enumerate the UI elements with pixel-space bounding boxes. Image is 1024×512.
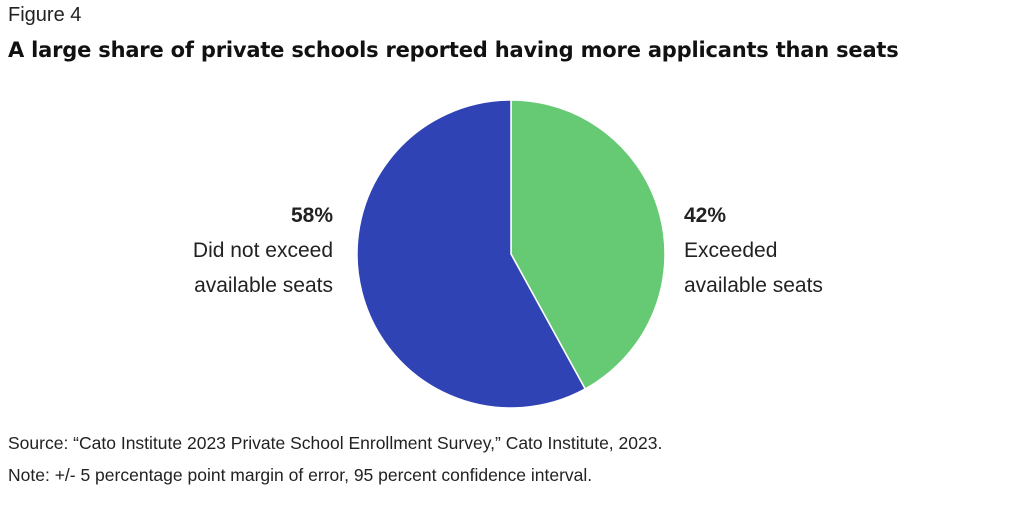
slice-label-line: available seats — [194, 274, 333, 297]
slice-pct-did-not-exceed: 58% — [290, 204, 333, 227]
slice-label-line: Did not exceed — [192, 239, 333, 262]
slice-pct-exceeded: 42% — [684, 204, 727, 227]
pie-slice-did-not-exceed — [356, 99, 587, 409]
source-note: Source: “Cato Institute 2023 Private Sch… — [8, 433, 663, 453]
slice-label-exceeded: 42% Exceeded available seats — [684, 198, 823, 303]
slice-label-line: Exceeded — [684, 239, 778, 262]
margin-note: Note: +/- 5 percentage point margin of e… — [8, 465, 593, 485]
chart-title: A large share of private schools reporte… — [8, 38, 899, 62]
pie-slice-exceeded — [510, 99, 666, 390]
slice-label-line: available seats — [684, 274, 823, 297]
slice-label-did-not-exceed: 58% Did not exceed available seats — [193, 198, 333, 303]
figure-label: Figure 4 — [8, 4, 82, 26]
